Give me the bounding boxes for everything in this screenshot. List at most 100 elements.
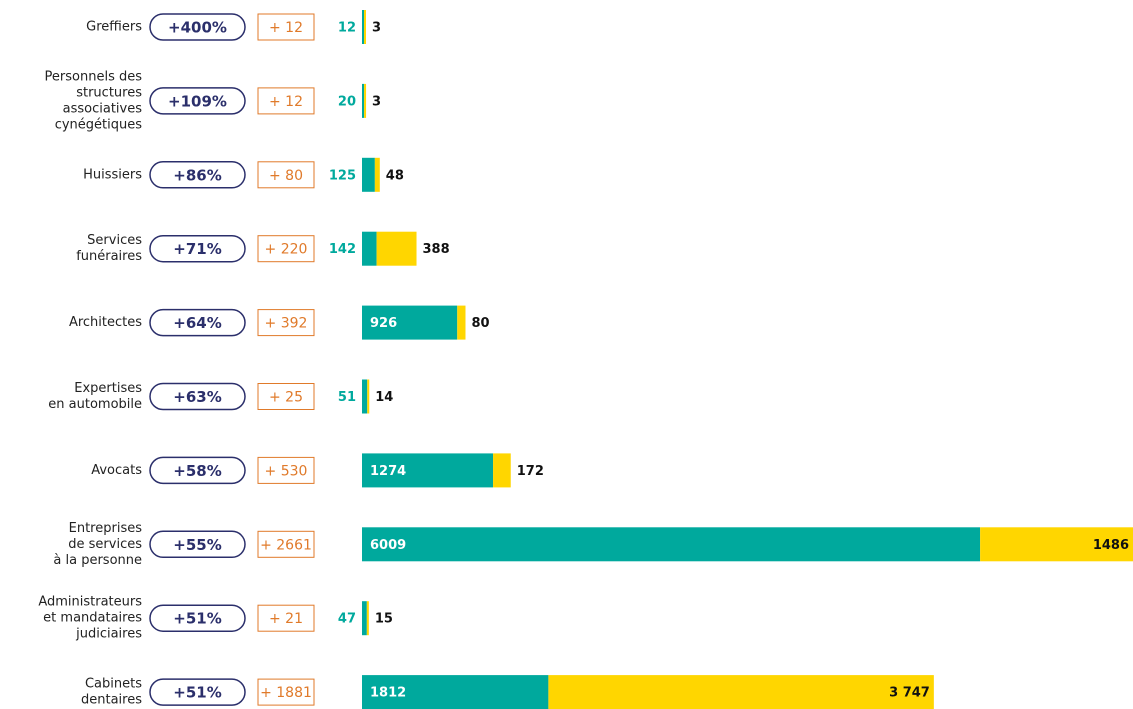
category-label: à la personne — [53, 553, 142, 568]
pct-pill — [149, 604, 246, 632]
abs-label: + 25 — [269, 390, 303, 406]
value-label: 6009 — [370, 538, 406, 553]
bar-segment — [362, 527, 981, 562]
category-label: Cabinets — [85, 677, 142, 692]
abs-box — [257, 161, 315, 189]
category-label: Administrateurs — [38, 595, 142, 610]
bar-segment — [362, 675, 549, 709]
bar-segment — [374, 157, 380, 192]
pct-pill — [149, 234, 246, 263]
abs-label: + 12 — [269, 20, 303, 36]
abs-box — [257, 87, 315, 115]
value-label: 14 — [375, 390, 393, 405]
pct-label: +400% — [168, 19, 227, 37]
category-label: Personnels des — [45, 69, 143, 84]
abs-box — [257, 383, 315, 410]
bar-segment — [362, 157, 375, 192]
value-label: 3 — [372, 94, 381, 109]
bar-segment — [364, 83, 367, 118]
abs-label: + 21 — [269, 611, 303, 627]
pct-label: +58% — [173, 462, 221, 480]
pct-pill — [149, 161, 246, 189]
bar-segment — [362, 83, 365, 118]
bar-segment — [362, 305, 458, 340]
category-label: et mandataires — [43, 611, 142, 626]
pct-label: +51% — [173, 610, 221, 628]
pct-pill — [149, 530, 246, 559]
category-label: Greffiers — [86, 20, 142, 35]
abs-label: + 80 — [269, 168, 303, 184]
bar-segment — [367, 379, 370, 414]
value-label: 15 — [375, 612, 393, 627]
abs-label: + 12 — [269, 94, 303, 110]
category-label: Architectes — [69, 315, 142, 330]
category-label: funéraires — [76, 249, 142, 264]
pct-label: +71% — [173, 240, 221, 258]
value-label: 47 — [338, 612, 356, 627]
bar-segment — [548, 675, 934, 709]
pct-pill — [149, 13, 246, 41]
category-label: en automobile — [48, 397, 142, 412]
category-label: Expertises — [74, 381, 142, 396]
pct-pill — [149, 308, 246, 337]
pct-label: +64% — [173, 314, 221, 332]
abs-label: + 1881 — [260, 685, 312, 701]
value-label: 3 747 — [889, 686, 930, 701]
bar-segment — [980, 527, 1133, 562]
value-label: 1274 — [370, 464, 406, 479]
abs-label: + 2661 — [260, 537, 312, 553]
abs-box — [257, 604, 315, 632]
bar-segment — [364, 10, 366, 44]
bar-segment — [362, 231, 377, 266]
abs-box — [257, 678, 315, 706]
abs-label: + 392 — [265, 316, 308, 332]
value-label: 12 — [338, 21, 356, 36]
category-label: de services — [68, 537, 142, 552]
pct-pill — [149, 87, 246, 115]
pct-label: +63% — [173, 388, 221, 406]
value-label: 172 — [517, 464, 544, 479]
pct-pill — [149, 678, 246, 706]
pct-label: +109% — [168, 92, 227, 110]
abs-label: + 220 — [265, 242, 308, 258]
category-label: associatives — [63, 101, 143, 116]
value-label: 3 — [372, 21, 381, 36]
category-label: judiciaires — [75, 627, 142, 642]
category-label: Entreprises — [69, 521, 143, 536]
value-label: 1486 — [1093, 538, 1129, 553]
bar-segment — [362, 453, 494, 488]
value-label: 125 — [329, 168, 356, 183]
category-label: cynégétiques — [55, 117, 143, 132]
value-label: 80 — [471, 316, 489, 331]
value-label: 388 — [423, 242, 450, 257]
pct-label: +51% — [173, 684, 221, 702]
abs-box — [257, 309, 315, 337]
abs-box — [257, 530, 315, 558]
value-label: 1812 — [370, 686, 406, 701]
abs-label: + 530 — [265, 463, 308, 479]
bar-segment — [376, 231, 417, 266]
bar-segment — [366, 601, 369, 636]
bar-segment — [493, 453, 511, 488]
value-label: 48 — [386, 168, 404, 183]
pct-pill — [149, 456, 246, 485]
category-label: structures — [76, 85, 142, 100]
pct-pill — [149, 382, 246, 411]
bar-segment — [362, 10, 364, 44]
abs-box — [257, 456, 315, 484]
category-label: Services — [87, 233, 142, 248]
bar-segment — [362, 601, 367, 636]
value-label: 20 — [338, 94, 356, 109]
category-label: Avocats — [91, 463, 142, 478]
pct-label: +86% — [173, 166, 221, 184]
bar-segment — [362, 379, 368, 414]
value-label: 926 — [370, 316, 397, 331]
value-label: 142 — [329, 242, 356, 257]
category-label: dentaires — [81, 693, 142, 708]
pct-label: +55% — [173, 536, 221, 554]
bar-segment — [457, 305, 466, 340]
abs-box — [257, 13, 315, 41]
abs-box — [257, 235, 315, 263]
category-label: Huissiers — [83, 167, 142, 182]
